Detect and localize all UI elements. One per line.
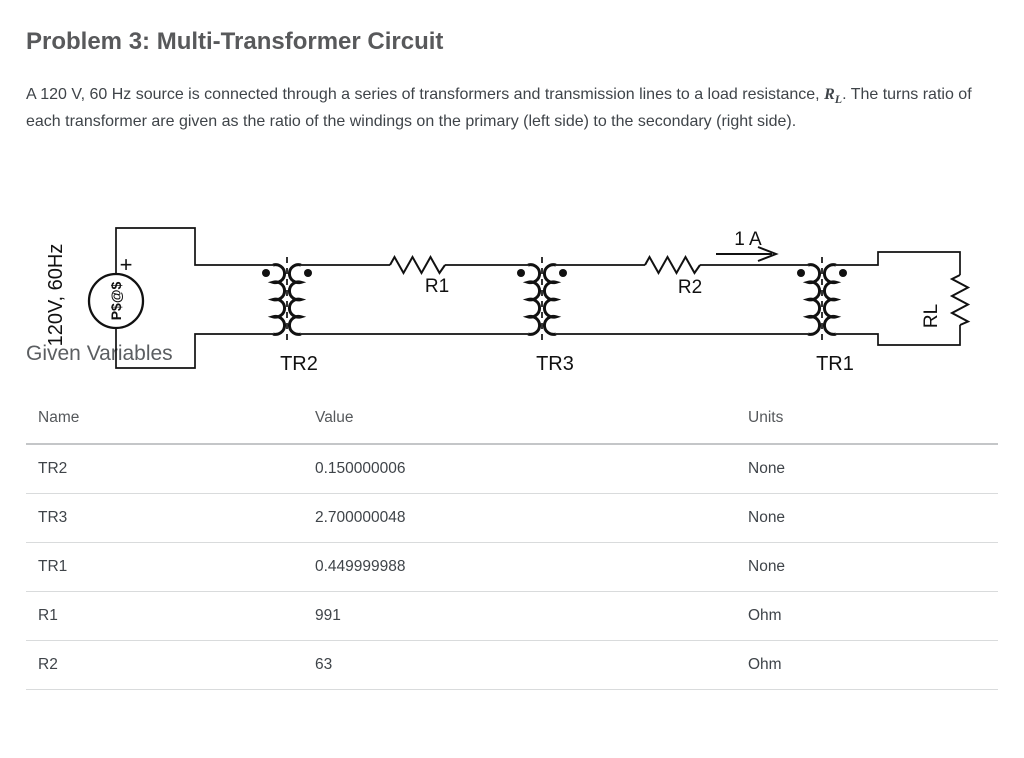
resistor-r1-label: R1 [425,276,449,297]
tr2-primary-phase-dot [262,269,270,277]
current-annotation: 1 A [716,229,779,262]
current-label: 1 A [734,229,762,250]
resistor-r1: R1 [389,254,449,297]
tr3-primary-phase-dot [517,269,525,277]
cell-units: None [736,444,998,494]
source-glyph-text: P$@$ [108,282,124,321]
load-rl-zigzag [949,274,971,326]
table-row: TR2 0.150000006 None [26,444,998,494]
tr2-primary-winding [267,263,287,336]
tr1-primary-winding [802,263,822,336]
cell-units: Ohm [736,640,998,690]
wire-tr1-to-load-bottom [836,325,961,346]
column-header-units: Units [736,395,998,445]
resistor-r1-zigzag [389,254,446,276]
cell-value: 2.700000048 [303,493,736,543]
given-variables-table: Name Value Units TR2 0.150000006 None TR… [26,395,998,690]
current-arrow-head [757,246,779,262]
table-row: TR3 2.700000048 None [26,493,998,543]
tr3-primary-winding [522,263,542,336]
intro-text-line2: The turns ratio of each transformer are … [26,86,972,130]
transformer-tr3: TR3 [517,257,574,375]
load-rl: RL [921,274,971,328]
tr1-primary-phase-dot [797,269,805,277]
cell-name: R1 [26,591,303,641]
cell-name: R2 [26,640,303,690]
load-resistance-symbol: R [824,86,835,103]
cell-name: TR1 [26,542,303,592]
cell-units: None [736,542,998,592]
tr1-secondary-winding [822,263,842,336]
cell-name: TR3 [26,493,303,543]
tr2-label: TR2 [280,353,318,375]
column-header-value: Value [303,395,736,445]
wire-source-top [115,227,273,274]
ac-source: 120V, 60Hz P$@$ + [45,244,145,347]
table-row: R2 63 Ohm [26,640,998,690]
tr3-label: TR3 [536,353,574,375]
table-header-row: Name Value Units [26,395,998,445]
tr1-label: TR1 [816,353,854,375]
tr2-secondary-phase-dot [304,269,312,277]
tr3-secondary-winding [542,263,562,336]
cell-value: 0.449999988 [303,542,736,592]
tr1-secondary-phase-dot [839,269,847,277]
source-voltage-label: 120V, 60Hz [45,244,67,347]
problem-description: A 120 V, 60 Hz source is connected throu… [26,81,996,135]
circuit-diagram: 120V, 60Hz P$@$ + R1 R2 1 A [45,227,971,375]
cell-units: None [736,493,998,543]
transformer-tr2: TR2 [262,257,318,375]
tr3-secondary-phase-dot [559,269,567,277]
circuit-wires [115,227,961,369]
resistor-r2-zigzag [644,254,701,276]
cell-value: 991 [303,591,736,641]
cell-name: TR2 [26,444,303,494]
cell-value: 63 [303,640,736,690]
intro-text-after-math: . [842,86,847,103]
transformer-tr1: TR1 [797,257,854,375]
intro-text-before-math: A 120 V, 60 Hz source is connected throu… [26,86,825,103]
column-header-name: Name [26,395,303,445]
table-row: TR1 0.449999988 None [26,542,998,592]
cell-units: Ohm [736,591,998,641]
resistor-r2: R2 [644,254,702,298]
wire-source-bottom [115,328,273,369]
source-polarity-plus: + [120,252,133,277]
page-title: Problem 3: Multi-Transformer Circuit [26,28,444,55]
wire-tr1-to-load-top [836,251,961,275]
given-variables-heading: Given Variables [26,342,173,365]
table-row: R1 991 Ohm [26,591,998,641]
load-resistance-subscript: L [834,92,843,107]
cell-value: 0.150000006 [303,444,736,494]
tr2-secondary-winding [287,263,307,336]
load-rl-label: RL [921,304,942,328]
resistor-r2-label: R2 [678,277,702,298]
